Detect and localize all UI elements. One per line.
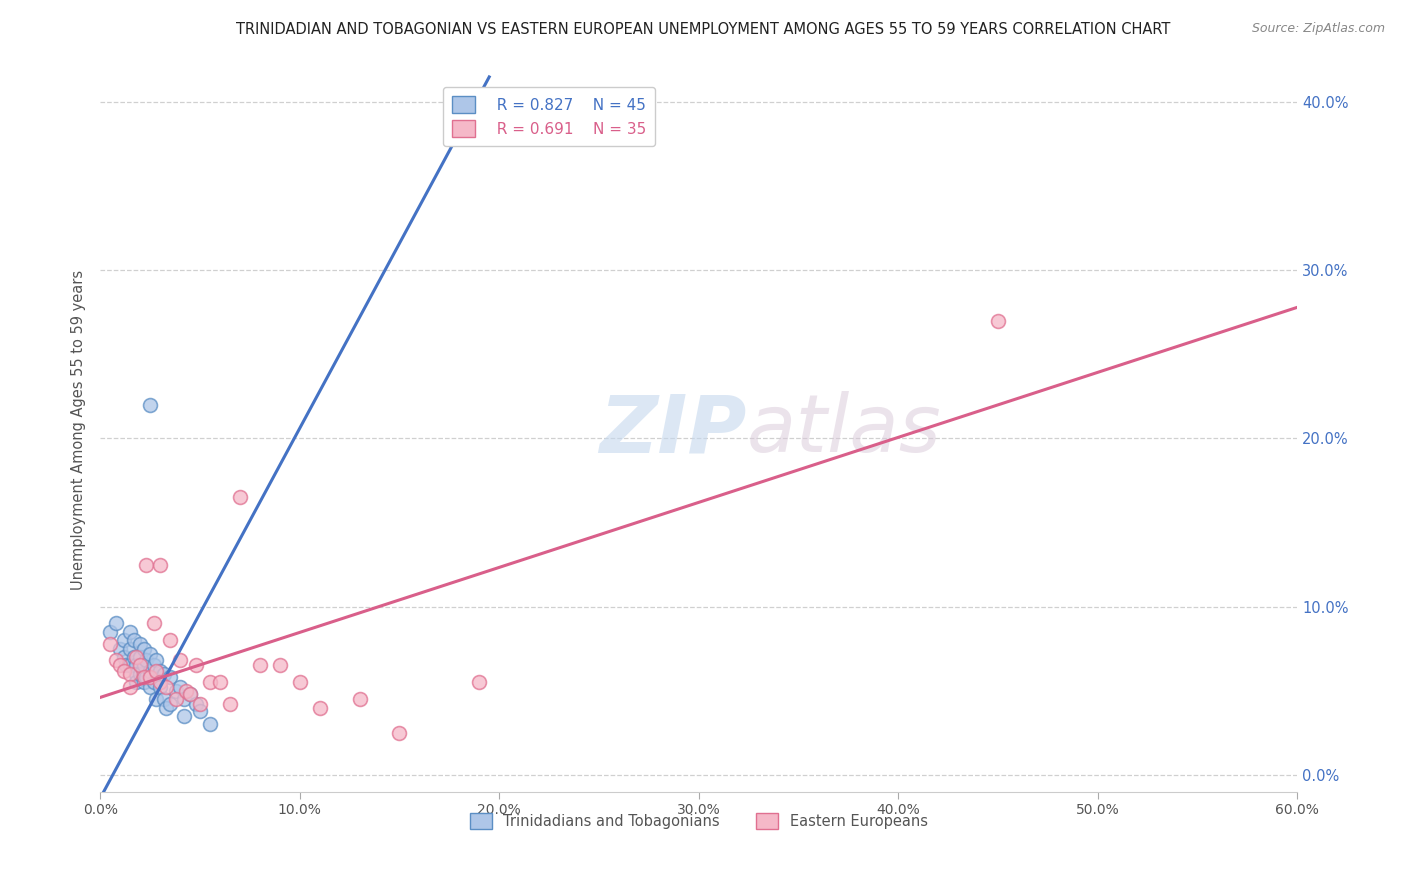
Point — [135, 670, 157, 684]
Point — [120, 681, 142, 695]
Point — [122, 650, 145, 665]
Point — [169, 653, 191, 667]
Point — [112, 664, 135, 678]
Point — [143, 616, 166, 631]
Text: TRINIDADIAN AND TOBAGONIAN VS EASTERN EUROPEAN UNEMPLOYMENT AMONG AGES 55 TO 59 : TRINIDADIAN AND TOBAGONIAN VS EASTERN EU… — [236, 22, 1170, 37]
Point — [132, 670, 155, 684]
Point — [174, 683, 197, 698]
Point — [145, 653, 167, 667]
Point — [987, 314, 1010, 328]
Point — [149, 681, 172, 695]
Point — [129, 650, 152, 665]
Point — [120, 624, 142, 639]
Point — [179, 687, 201, 701]
Point — [153, 666, 176, 681]
Point — [198, 675, 221, 690]
Legend: Trinidadians and Tobagonians, Eastern Europeans: Trinidadians and Tobagonians, Eastern Eu… — [464, 807, 934, 835]
Point — [112, 650, 135, 665]
Point — [139, 670, 162, 684]
Point — [98, 624, 121, 639]
Point — [169, 681, 191, 695]
Point — [129, 658, 152, 673]
Point — [159, 633, 181, 648]
Point — [132, 675, 155, 690]
Point — [149, 558, 172, 572]
Point — [98, 637, 121, 651]
Point — [173, 692, 195, 706]
Point — [198, 717, 221, 731]
Point — [155, 700, 177, 714]
Point — [159, 670, 181, 684]
Text: ZIP: ZIP — [599, 391, 747, 469]
Point — [129, 637, 152, 651]
Point — [129, 666, 152, 681]
Point — [125, 658, 148, 673]
Point — [143, 675, 166, 690]
Point — [159, 697, 181, 711]
Point — [120, 658, 142, 673]
Point — [165, 683, 187, 698]
Text: atlas: atlas — [747, 391, 942, 469]
Text: Source: ZipAtlas.com: Source: ZipAtlas.com — [1251, 22, 1385, 36]
Point — [188, 697, 211, 711]
Point — [120, 641, 142, 656]
Point — [132, 641, 155, 656]
Point — [108, 658, 131, 673]
Point — [155, 681, 177, 695]
Point — [139, 647, 162, 661]
Point — [388, 725, 411, 739]
Y-axis label: Unemployment Among Ages 55 to 59 years: Unemployment Among Ages 55 to 59 years — [72, 270, 86, 591]
Point — [125, 675, 148, 690]
Point — [143, 658, 166, 673]
Point — [229, 491, 252, 505]
Point — [122, 633, 145, 648]
Point — [308, 700, 330, 714]
Point — [468, 675, 491, 690]
Point — [165, 692, 187, 706]
Point — [149, 675, 172, 690]
Point — [132, 658, 155, 673]
Point — [269, 658, 291, 673]
Point — [179, 687, 201, 701]
Point — [139, 398, 162, 412]
Point — [145, 664, 167, 678]
Point — [120, 666, 142, 681]
Point — [188, 704, 211, 718]
Point — [218, 697, 240, 711]
Point — [125, 650, 148, 665]
Point — [135, 558, 157, 572]
Point — [153, 692, 176, 706]
Point — [125, 666, 148, 681]
Point — [108, 641, 131, 656]
Point — [145, 692, 167, 706]
Point — [115, 658, 138, 673]
Point — [184, 697, 207, 711]
Point — [249, 658, 271, 673]
Point — [135, 653, 157, 667]
Point — [349, 692, 371, 706]
Point — [288, 675, 311, 690]
Point — [184, 658, 207, 673]
Point — [139, 681, 162, 695]
Point — [149, 664, 172, 678]
Point — [139, 664, 162, 678]
Point — [105, 616, 128, 631]
Point — [173, 709, 195, 723]
Point — [105, 653, 128, 667]
Point — [208, 675, 231, 690]
Point — [112, 633, 135, 648]
